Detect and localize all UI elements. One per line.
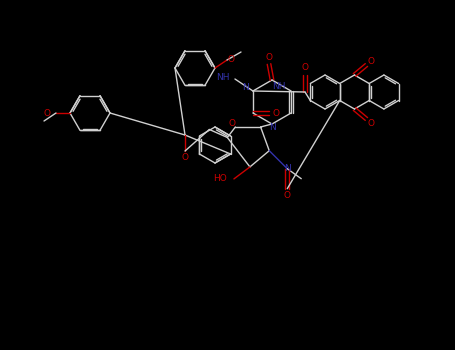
Text: O: O xyxy=(182,153,188,161)
Text: N: N xyxy=(284,164,291,173)
Text: O: O xyxy=(273,108,279,118)
Text: N: N xyxy=(268,124,275,133)
Text: NH: NH xyxy=(272,82,286,91)
Text: O: O xyxy=(228,56,234,64)
Text: O: O xyxy=(229,119,236,128)
Text: O: O xyxy=(284,191,291,200)
Text: O: O xyxy=(302,63,308,72)
Text: NH: NH xyxy=(217,72,230,82)
Text: O: O xyxy=(266,52,273,62)
Text: O: O xyxy=(44,108,51,118)
Text: N: N xyxy=(243,84,249,92)
Text: O: O xyxy=(368,119,375,127)
Text: HO: HO xyxy=(213,174,227,183)
Text: O: O xyxy=(368,56,375,65)
